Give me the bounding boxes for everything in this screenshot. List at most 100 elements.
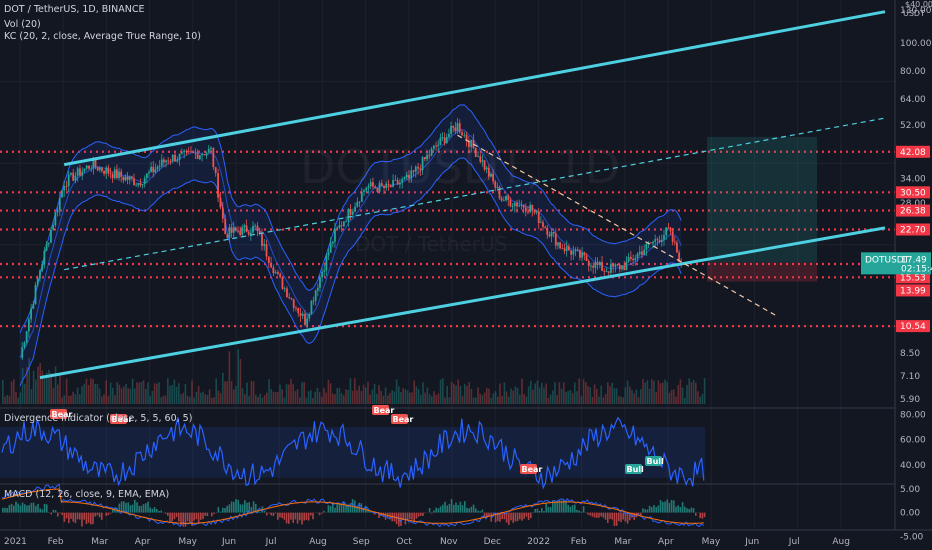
volume-bar xyxy=(448,397,451,404)
candle-body xyxy=(41,264,44,271)
candle-body xyxy=(113,169,116,179)
macd-histogram-bar xyxy=(147,501,149,513)
volume-bar xyxy=(582,379,585,404)
candle-body xyxy=(629,256,632,259)
candle-body xyxy=(169,160,172,162)
candle-body xyxy=(660,239,663,242)
macd-histogram-bar xyxy=(131,504,134,513)
candle-body xyxy=(485,167,488,170)
macd-histogram-bar xyxy=(52,509,55,513)
volume-bar xyxy=(193,397,195,404)
macd-indicator-label[interactable]: MACD (12, 26, close, 9, EMA, EMA) xyxy=(4,489,170,500)
macd-histogram-bar xyxy=(206,512,209,517)
macd-histogram-bar xyxy=(538,510,541,513)
macd-histogram-bar xyxy=(503,512,506,520)
volume-bar xyxy=(519,394,521,404)
candle-body xyxy=(374,186,377,189)
divergence-tag-text: Bear xyxy=(112,415,133,424)
macd-histogram-bar xyxy=(235,499,237,513)
macd-histogram-bar xyxy=(169,512,171,522)
macd-histogram-bar xyxy=(699,512,701,519)
macd-histogram-bar xyxy=(576,509,578,513)
candle-body xyxy=(652,241,654,244)
macd-histogram-bar xyxy=(404,512,407,525)
macd-histogram-bar xyxy=(673,500,675,513)
macd-histogram-bar xyxy=(587,512,589,515)
candle-body xyxy=(498,186,501,199)
candle-body xyxy=(58,197,61,211)
macd-histogram-bar xyxy=(684,506,686,513)
candle-body xyxy=(565,246,568,251)
macd-histogram-bar xyxy=(81,512,83,527)
macd-histogram-bar xyxy=(26,505,28,513)
candle-body xyxy=(483,160,486,170)
macd-histogram-bar xyxy=(402,512,404,520)
macd-histogram-bar xyxy=(618,512,620,522)
macd-histogram-bar xyxy=(450,499,453,513)
volume-bar xyxy=(367,381,369,404)
volume-bar xyxy=(120,388,123,404)
divergence-tag-bear xyxy=(372,405,389,415)
volume-bar xyxy=(552,390,554,404)
divergence-indicator-label[interactable]: Divergence Indicator (close, 5, 5, 60, 5… xyxy=(4,413,193,424)
volume-bar xyxy=(620,396,622,404)
candle-body xyxy=(507,195,510,200)
macd-histogram-bar xyxy=(613,512,616,526)
macd-histogram-bar xyxy=(545,502,547,513)
macd-histogram-bar xyxy=(420,512,422,516)
macd-histogram-bar xyxy=(563,500,565,513)
candle-body xyxy=(426,155,428,160)
divergence-tag-bear xyxy=(50,409,67,419)
volume-bar xyxy=(468,382,470,404)
volume-bar xyxy=(703,378,706,404)
macd-histogram-bar xyxy=(186,512,189,522)
macd-histogram-bar xyxy=(72,512,74,522)
volume-bar xyxy=(545,383,547,404)
macd-histogram-bar xyxy=(149,507,151,513)
divergence-tag-bull xyxy=(625,464,642,474)
volume-bar xyxy=(437,393,440,404)
macd-histogram-bar xyxy=(138,505,140,513)
volume-bar xyxy=(360,391,363,404)
time-axis-label: Jun xyxy=(221,537,236,547)
volume-bar xyxy=(206,394,209,404)
volume-indicator-label[interactable]: Vol (20) xyxy=(4,19,41,30)
candle-body xyxy=(618,264,621,270)
volume-bar xyxy=(578,378,580,404)
macd-histogram-bar xyxy=(87,512,90,523)
candle-body xyxy=(511,205,514,207)
macd-histogram-bar xyxy=(499,512,501,522)
macd-histogram-bar xyxy=(549,507,552,513)
candle-body xyxy=(145,173,148,179)
volume-bar xyxy=(411,392,413,404)
candle-body xyxy=(667,227,670,229)
volume-bar xyxy=(404,389,407,404)
candle-body xyxy=(430,148,433,156)
macd-histogram-bar xyxy=(105,512,107,516)
volume-bar xyxy=(589,387,591,404)
candle-body xyxy=(567,246,570,251)
macd-histogram-bar xyxy=(294,512,297,520)
keltner-indicator-label[interactable]: KC (20, 2, close, Average True Range, 10… xyxy=(4,31,201,42)
candle-body xyxy=(210,147,212,149)
volume-bar xyxy=(499,383,501,404)
channel-midline xyxy=(64,117,886,271)
volume-bar xyxy=(439,379,442,404)
macd-histogram-bar xyxy=(543,511,545,513)
candle-body xyxy=(448,133,450,138)
volume-bar xyxy=(292,384,294,404)
volume-bar xyxy=(684,397,686,404)
volume-bar xyxy=(15,392,17,404)
macd-histogram-bar xyxy=(483,512,486,517)
divergence-tag-text: Bear xyxy=(393,415,414,424)
candle-body xyxy=(167,160,170,162)
macd-histogram-bar xyxy=(145,503,147,513)
volume-bar xyxy=(294,391,297,404)
volume-bar xyxy=(365,387,367,404)
candle-body xyxy=(658,240,661,242)
candle-body xyxy=(205,152,208,156)
time-axis-label: Mar xyxy=(91,537,108,547)
candle-body xyxy=(603,271,606,272)
